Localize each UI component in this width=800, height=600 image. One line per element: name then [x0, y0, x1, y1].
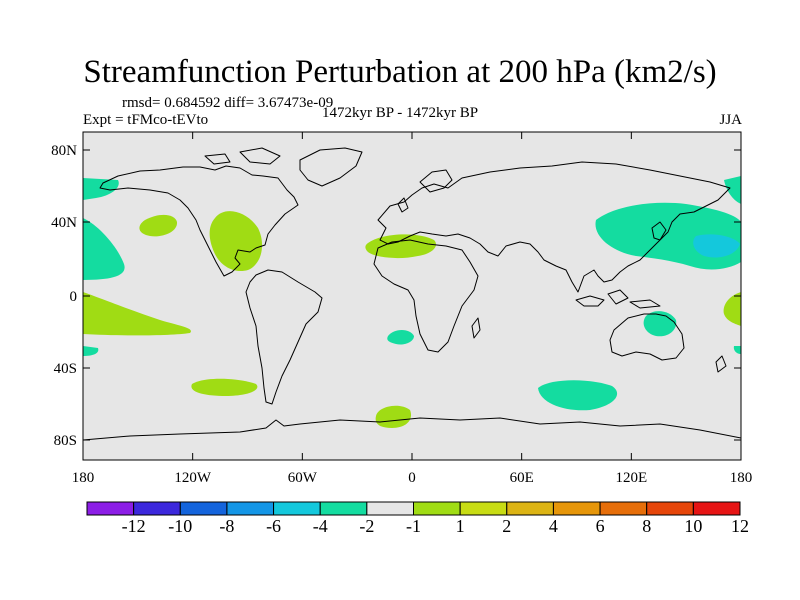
colorbar-label: 1	[455, 516, 465, 536]
colorbar-label: -4	[312, 516, 328, 536]
coast-arctic-islands	[204, 147, 281, 165]
coast-north-america	[99, 165, 299, 277]
colorbar-label: -2	[359, 516, 375, 536]
coast-africa	[373, 239, 479, 353]
colorbar-swatch	[506, 501, 554, 516]
colorbar-swatch	[133, 501, 181, 516]
coast-madagascar	[471, 317, 481, 339]
anomaly-south-pacific	[191, 378, 258, 396]
lon-tick-label: 0	[408, 470, 416, 486]
stats-label: rmsd= 0.684592 diff= 3.67473e-09	[122, 95, 334, 111]
colorbar-swatch	[179, 501, 228, 516]
colorbar-label: 2	[502, 516, 512, 536]
colorbar-swatch	[599, 501, 648, 516]
coast-indonesia	[575, 289, 661, 309]
lat-tick-label: 80N	[51, 143, 77, 159]
colorbar-label: 8	[642, 516, 652, 536]
coast-greenland	[299, 147, 363, 187]
lon-tick-label: 60W	[288, 470, 318, 486]
colorbar-label: -1	[406, 516, 421, 536]
colorbar-label: 6	[595, 516, 605, 536]
lat-tick-label: 40S	[54, 361, 77, 377]
lat-tick-label: 80S	[54, 433, 77, 449]
anomaly-west-pacific-east	[723, 292, 741, 326]
anomaly-south-indian-ocean	[538, 380, 618, 411]
colorbar-label: -10	[168, 516, 193, 536]
lon-tick-label: 120E	[615, 470, 647, 486]
colorbar-swatch	[646, 501, 694, 516]
anomaly-arctic-pacific	[83, 178, 119, 200]
coastlines	[83, 147, 741, 441]
colorbar-label: 10	[684, 516, 703, 536]
coast-new-zealand	[715, 355, 727, 373]
anomaly-south-atlantic	[387, 330, 414, 345]
lon-tick-label: 120W	[174, 470, 212, 486]
colorbar-label: -12	[121, 516, 146, 536]
lon-tick-label: 180	[72, 470, 95, 486]
colorbar-swatch	[319, 501, 368, 516]
colorbar-swatch	[273, 501, 321, 516]
colorbar-swatch	[459, 501, 508, 516]
anomaly-west-africa	[365, 234, 437, 259]
coast-eurasia	[377, 161, 731, 293]
colorbar-swatch	[552, 501, 601, 516]
anomaly-arctic-europe	[724, 176, 741, 204]
colorbar-label: 12	[731, 516, 749, 536]
colorbar-swatch	[226, 501, 275, 516]
lon-tick-label: 180	[730, 470, 753, 486]
coast-scandinavia	[419, 169, 453, 193]
plot-title: Streamfunction Perturbation at 200 hPa (…	[83, 54, 717, 90]
anomaly-south-pacific-west	[83, 346, 99, 356]
lat-tick-label: 0	[70, 289, 78, 305]
anomaly-tropical-east-pacific	[83, 292, 191, 336]
axis-ticks: 80N 40N 0 40S 80S 180 120W 60W 0 60E 120E 180	[51, 132, 752, 486]
season-label: JJA	[719, 112, 742, 128]
colorbar-swatch	[86, 501, 135, 516]
anomaly-northeast-pacific	[83, 218, 125, 280]
anomaly-south-pacific-east	[733, 346, 741, 354]
colorbar-swatch	[413, 501, 461, 516]
anomaly-east-asia-pacific-core	[693, 234, 740, 258]
coast-australia	[609, 313, 685, 361]
lat-tick-label: 40N	[51, 215, 77, 231]
colorbar	[86, 501, 741, 516]
shaded-anomalies	[83, 176, 741, 428]
anomaly-mexico-gulf	[209, 211, 263, 272]
period-label: 1472kyr BP - 1472kyr BP	[322, 105, 479, 121]
colorbar-label: -6	[266, 516, 282, 536]
lon-tick-label: 60E	[510, 470, 534, 486]
anomaly-north-pacific	[139, 214, 178, 237]
coast-japan	[651, 221, 667, 241]
colorbar-swatch	[366, 501, 415, 516]
colorbar-label: -8	[219, 516, 235, 536]
experiment-label: Expt = tFMco-tEVto	[83, 112, 209, 128]
coast-british-isles	[397, 197, 409, 213]
colorbar-label: 4	[548, 516, 558, 536]
coast-antarctica	[83, 417, 741, 441]
coast-south-america	[245, 269, 323, 405]
anomaly-southern-ocean-atlantic	[375, 405, 412, 428]
colorbar-swatch	[692, 501, 741, 516]
